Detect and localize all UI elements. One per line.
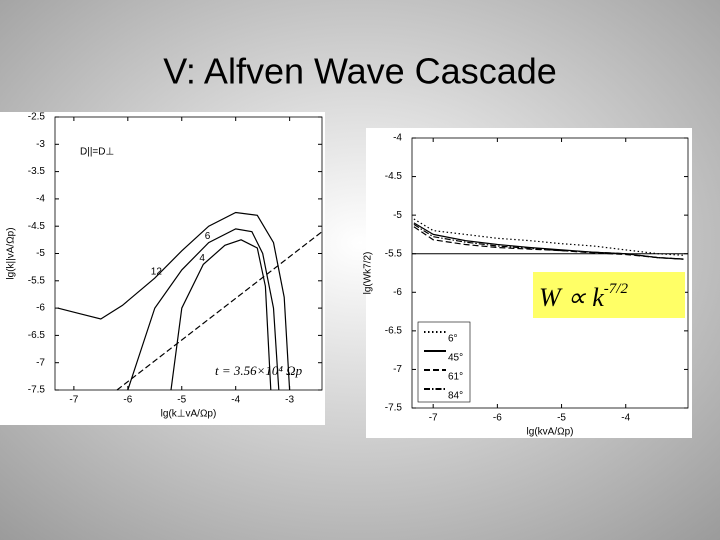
x-tick-label: -7: [69, 395, 78, 406]
y-tick-label: -6.5: [385, 325, 403, 336]
x-axis-label: lg(k⊥vA/Ωp): [161, 409, 217, 420]
left-panel: [0, 112, 325, 425]
annotation: t = 3.56×10⁴ Ωp: [215, 363, 303, 378]
x-tick-label: -5: [177, 395, 186, 406]
y-tick-label: -5: [393, 210, 402, 221]
x-tick-label: -6: [123, 395, 132, 406]
contour-line: [170, 239, 272, 391]
y-tick-label: -5: [36, 248, 45, 259]
annotation: W ∝ k-7/2: [539, 281, 628, 312]
legend-label: 84°: [448, 391, 463, 402]
y-tick-label: -6: [36, 303, 45, 314]
dashed-line: [116, 231, 323, 391]
y-tick-label: -2.5: [28, 112, 46, 123]
contour-label: 12: [151, 267, 163, 278]
x-tick-label: -5: [557, 413, 566, 424]
y-tick-label: -6.5: [28, 330, 46, 341]
y-tick-label: -7.5: [28, 385, 46, 396]
annotation-text: W ∝ k: [539, 283, 604, 312]
y-tick-label: -5.5: [385, 248, 403, 259]
legend-label: 45°: [448, 353, 463, 364]
annotation: D||=D⊥: [80, 147, 114, 158]
contour-line: [127, 228, 280, 391]
x-tick-label: -3: [285, 395, 294, 406]
y-tick-label: -4: [36, 194, 45, 205]
legend-box: [417, 321, 471, 403]
x-tick-label: -4: [231, 395, 240, 406]
contour-label: 4: [199, 253, 205, 264]
slide-title: V: Alfven Wave Cascade: [163, 51, 557, 92]
y-tick-label: -3.5: [28, 166, 46, 177]
legend-label: 61°: [448, 372, 463, 383]
y-tick-label: -7.5: [385, 403, 403, 414]
x-tick-label: -6: [493, 413, 502, 424]
y-tick-label: -6: [393, 287, 402, 298]
y-axis-label: lg(Wk7/2): [363, 252, 374, 295]
annotation-box: [533, 272, 685, 318]
y-tick-label: -3: [36, 139, 45, 150]
plot-frame: [411, 137, 689, 409]
y-axis-label: lg(k||vA/Ωp): [6, 227, 17, 279]
series-line: [413, 226, 684, 260]
y-tick-label: -4: [393, 133, 402, 144]
contour-line: [57, 211, 291, 391]
x-tick-label: -4: [621, 413, 630, 424]
y-tick-label: -5.5: [28, 275, 46, 286]
series-line: [413, 218, 684, 256]
contour-label: 6: [205, 231, 211, 242]
x-tick-label: -7: [429, 413, 438, 424]
y-tick-label: -4.5: [385, 171, 403, 182]
y-tick-label: -7: [393, 364, 402, 375]
y-tick-label: -4.5: [28, 221, 46, 232]
x-axis-label: lg(kvA/Ωp): [527, 427, 574, 438]
y-tick-label: -7: [36, 357, 45, 368]
series-line: [413, 223, 684, 260]
legend-label: 6°: [448, 334, 458, 345]
annotation-exponent: -7/2: [604, 281, 629, 297]
